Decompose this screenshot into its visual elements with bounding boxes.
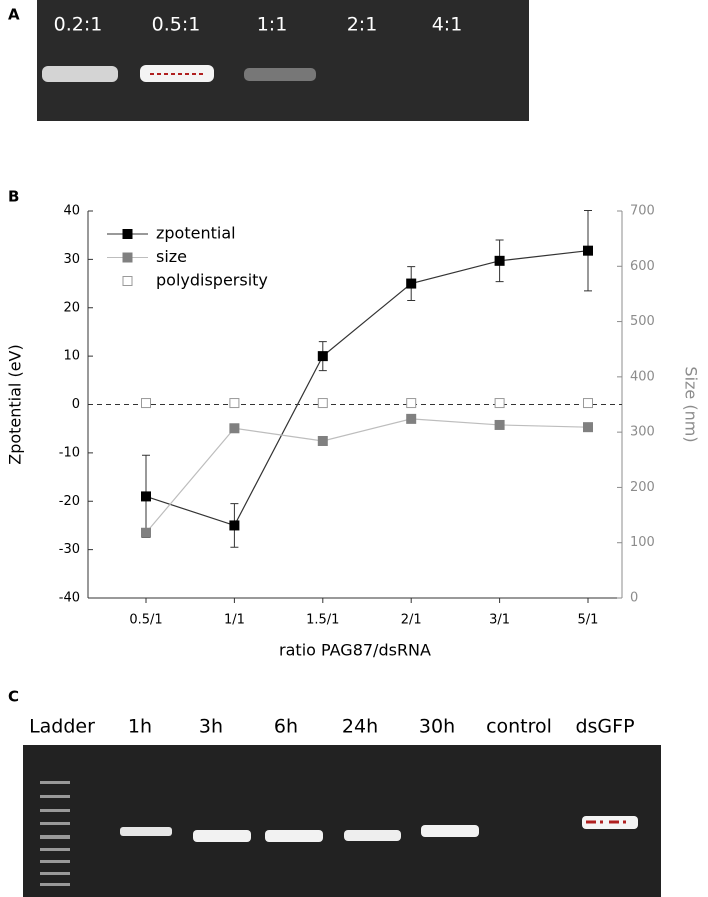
marker [406,278,417,289]
lane-label: 6h [274,716,298,738]
gel-band [265,830,323,842]
x-tick-label: 1.5/1 [306,613,339,628]
y-tick-label: -30 [59,542,80,557]
marker [317,435,328,446]
x-tick-label: 1/1 [224,613,245,628]
gel-band [193,830,251,842]
marker [494,419,505,430]
chart: -40-30-20-100102030400100200300400500600… [6,204,701,660]
lane-label: 3h [199,716,223,738]
y-tick-label: 30 [63,252,80,267]
y2-tick-label: 600 [630,259,655,274]
marker [141,491,151,502]
panel-label: B [8,188,19,206]
y2-axis-label: Size (nm) [682,366,701,442]
y-tick-label: 40 [63,204,80,219]
x-axis-label: ratio PAG87/dsRNA [279,641,431,660]
marker [229,398,240,409]
panel-label: A [8,6,20,24]
y-tick-label: -40 [59,591,80,606]
legend-label: zpotential [156,224,236,243]
lane-label: 1h [128,716,152,738]
y-tick-label: -10 [59,445,80,460]
y2-tick-label: 100 [630,535,655,550]
legend-marker [122,229,133,239]
legend-marker [122,276,133,286]
gel-image [23,745,661,897]
y2-tick-label: 200 [630,480,655,495]
marker [141,398,151,409]
x-tick-label: 5/1 [578,613,599,628]
legend-label: polydispersity [156,271,268,290]
marker [494,398,505,409]
marker [583,422,593,433]
gel-band [421,825,479,837]
x-tick-label: 0.5/1 [129,613,162,628]
marker [229,423,240,434]
marker [317,351,328,362]
y-tick-label: 20 [63,300,80,315]
lane-label: 30h [419,716,455,738]
gel-band [244,68,316,81]
lane-label: dsGFP [575,716,634,738]
x-tick-label: 3/1 [489,613,510,628]
legend-label: size [156,247,187,266]
gel-band [42,66,118,82]
lane-label: 1:1 [257,14,288,36]
gel-band [120,827,172,836]
y2-tick-label: 500 [630,314,655,329]
marker [317,398,328,409]
y-tick-label: 0 [72,397,80,412]
y2-tick-label: 0 [630,591,638,606]
x-tick-label: 2/1 [401,613,422,628]
y-tick-label: -20 [59,494,80,509]
marker [583,245,593,256]
marker [406,413,417,424]
marker [406,398,417,409]
gel-band [140,65,214,82]
lane-label: 4:1 [432,14,463,36]
marker [141,527,151,538]
legend-marker [122,252,133,263]
y2-tick-label: 400 [630,369,655,384]
y-tick-label: 10 [63,349,80,364]
panel-label: C [8,688,19,706]
series-line [145,418,589,534]
lane-label: control [486,716,552,738]
ladder [40,781,70,886]
lane-label: 0.5:1 [152,14,201,36]
gel-image [37,0,529,121]
lane-label: 2:1 [347,14,378,36]
marker [583,398,593,409]
marker [229,520,240,531]
lane-label: 24h [342,716,378,738]
lane-label: 0.2:1 [54,14,103,36]
lane-label: Ladder [29,716,95,738]
marker [494,255,505,266]
y2-tick-label: 300 [630,425,655,440]
y2-tick-label: 700 [630,204,655,219]
y-axis-label: Zpotential (eV) [6,344,25,465]
gel-band [344,830,401,841]
series-line [145,250,589,527]
